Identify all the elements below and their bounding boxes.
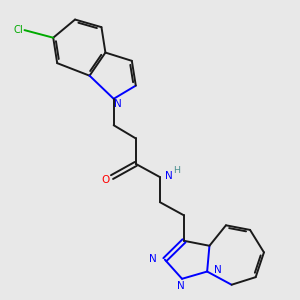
Text: N: N [178, 281, 185, 291]
Text: N: N [149, 254, 157, 264]
Text: O: O [101, 176, 110, 185]
Text: N: N [114, 99, 122, 110]
Text: N: N [214, 265, 221, 275]
Text: N: N [164, 171, 172, 182]
Text: H: H [174, 166, 181, 175]
Text: Cl: Cl [13, 25, 23, 35]
